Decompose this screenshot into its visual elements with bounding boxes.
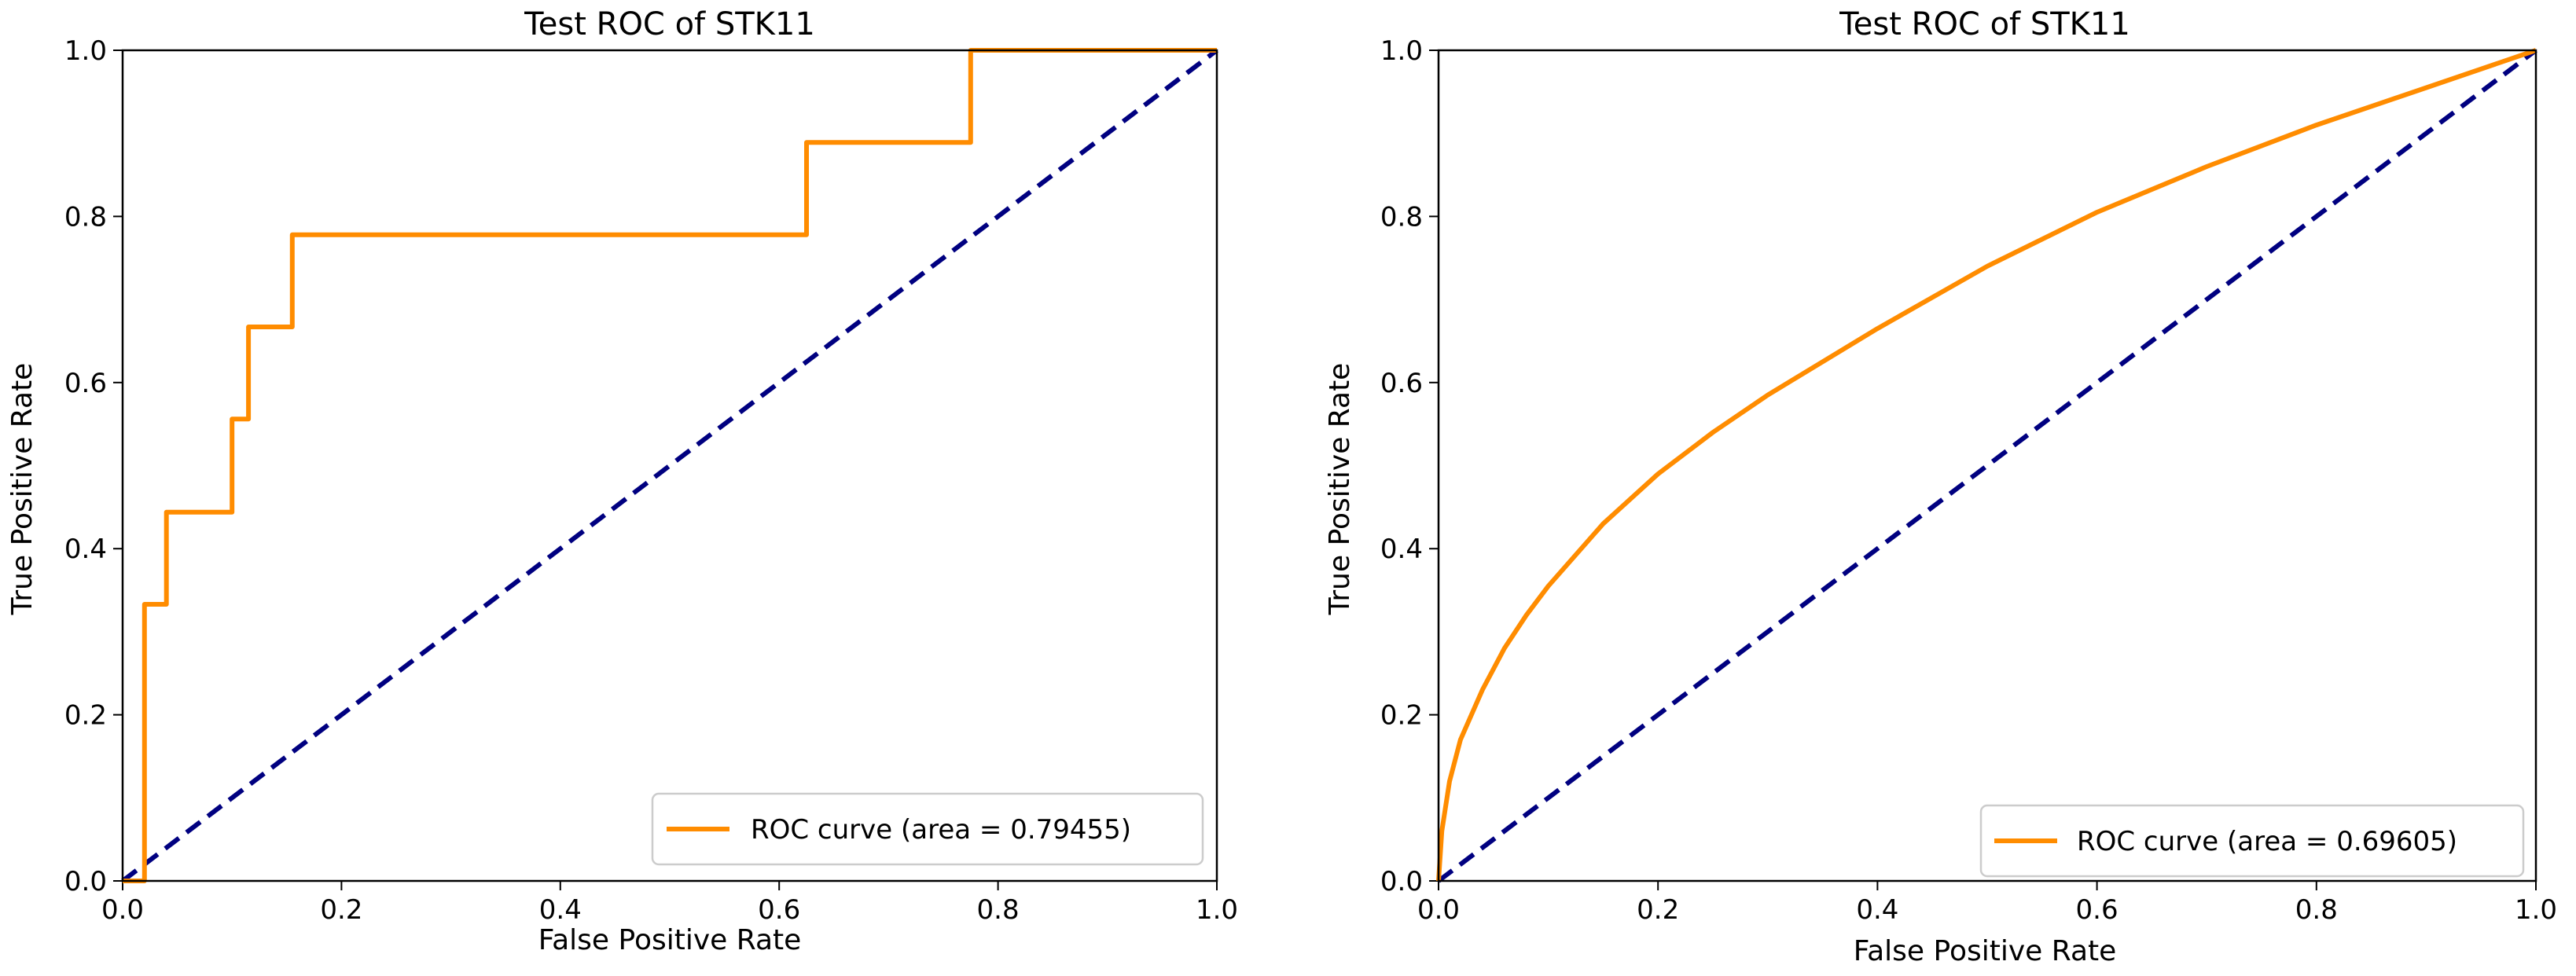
- y-tick-label: 0.8: [64, 201, 107, 233]
- x-tick-label: 1.0: [2515, 894, 2557, 926]
- ticks: 0.0 0.2 0.4 0.6 0.8 1.0 0.0 0.2 0.4 0.6 0.8 1.0: [1380, 35, 2557, 926]
- y-tick-label: 0.6: [64, 368, 107, 399]
- roc-curve-line: [123, 48, 1217, 883]
- chance-diagonal-line: [1437, 48, 2537, 883]
- x-tick-label: 0.4: [539, 894, 582, 926]
- x-tick-label: 0.8: [977, 894, 1020, 926]
- y-tick-label: 0.4: [1380, 534, 1423, 565]
- legend-box: [1979, 804, 2525, 878]
- y-tick-label: 1.0: [1380, 35, 1423, 67]
- legend: ROC curve (area = 0.69605): [1979, 804, 2525, 878]
- x-tick-label: 0.8: [2295, 894, 2338, 926]
- x-tick-label: 0.2: [320, 894, 362, 926]
- x-tick-label: 0.6: [758, 894, 800, 926]
- x-tick-label: 0.4: [1856, 894, 1898, 926]
- legend-label-roc: ROC curve (area = 0.79455): [751, 814, 1131, 846]
- x-tick-label: 1.0: [1196, 894, 1238, 926]
- roc-chart-right: Test ROC of STK11 False Positive Rate Tr…: [1324, 6, 2557, 967]
- roc-curve-line: [1436, 48, 2537, 882]
- chart-title: Test ROC of STK11: [524, 6, 815, 42]
- x-tick-label: 0.0: [101, 894, 144, 926]
- x-tick-label: 0.6: [2076, 894, 2118, 926]
- y-tick-label: 0.2: [64, 700, 107, 732]
- plot-area: [1436, 48, 2537, 883]
- legend-label-roc: ROC curve (area = 0.69605): [2077, 826, 2457, 857]
- chart-title: Test ROC of STK11: [1839, 6, 2130, 42]
- y-tick-label: 0.4: [64, 534, 107, 565]
- plot-area: [121, 48, 1218, 883]
- axes-frame: [1437, 49, 2537, 882]
- y-tick-label: 1.0: [64, 35, 107, 67]
- y-tick-label: 0.6: [1380, 368, 1423, 399]
- roc-chart-left: Test ROC of STK11 False Positive Rate Tr…: [6, 6, 1238, 956]
- y-tick-label: 0.2: [1380, 700, 1423, 732]
- legend-box: [651, 792, 1204, 866]
- y-axis-label: True Positive Rate: [1324, 363, 1356, 616]
- chance-diagonal-line: [121, 48, 1218, 883]
- x-axis-label: False Positive Rate: [1854, 935, 2117, 967]
- y-tick-label: 0.8: [1380, 201, 1423, 233]
- y-tick-label: 0.0: [1380, 866, 1423, 897]
- x-axis-label: False Positive Rate: [538, 924, 802, 956]
- x-tick-label: 0.0: [1417, 894, 1460, 926]
- y-tick-label: 0.0: [64, 866, 107, 897]
- axes-frame: [121, 49, 1218, 882]
- y-axis-label: True Positive Rate: [6, 363, 39, 616]
- x-tick-label: 0.2: [1637, 894, 1679, 926]
- ticks: 0.0 0.2 0.4 0.6 0.8 1.0 0.0 0.2 0.4 0.6 0.8 1.0: [64, 35, 1238, 926]
- legend: ROC curve (area = 0.79455): [651, 792, 1204, 866]
